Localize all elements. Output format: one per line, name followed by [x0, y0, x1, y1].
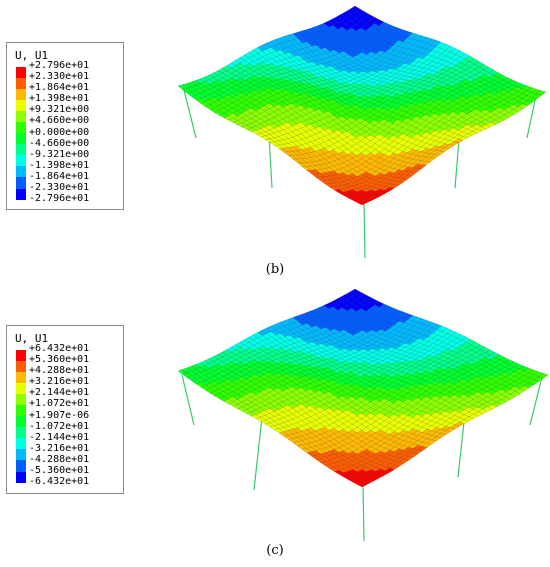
legend-title: U, U1	[15, 332, 49, 345]
legend-value: -3.216e+01	[29, 442, 90, 454]
legend-value: -2.144e+01	[29, 431, 90, 443]
legend-value: +2.796e+01	[29, 60, 90, 71]
legend-swatch	[16, 416, 26, 428]
legend-value: -4.660e+00	[29, 137, 90, 149]
legend-value: -2.330e+01	[29, 182, 90, 194]
legend-value: +5.360e+01	[29, 354, 90, 366]
legend-swatch	[16, 449, 26, 461]
legend-swatch	[16, 166, 26, 178]
panel-label: (c)	[266, 543, 284, 558]
panel-c: U, U1 +6.432e+01 +5.360e+01 +4.288e+01 +…	[0, 285, 550, 567]
legend-swatch	[16, 121, 26, 134]
mesh-element	[536, 90, 547, 96]
legend-value: -5.360e+01	[29, 465, 90, 477]
legend-value: +9.321e+00	[29, 104, 90, 116]
legend-swatch	[16, 188, 26, 200]
legend-swatch	[16, 155, 26, 167]
legend-value: -6.432e+01	[29, 476, 90, 488]
legend-value: +1.864e+01	[29, 82, 90, 94]
legend-value: +0.000e+00	[29, 126, 90, 138]
deformed-mesh-surface	[177, 5, 547, 259]
legend-swatch	[16, 99, 26, 111]
legend-swatch	[16, 460, 26, 472]
legend-swatch	[16, 66, 26, 78]
legend-value: -9.321e+00	[29, 148, 90, 160]
legend-swatch	[16, 77, 26, 89]
legend-swatch	[16, 382, 26, 394]
legend-swatch	[16, 360, 26, 372]
legend-swatch	[16, 110, 26, 122]
legend-swatch	[16, 133, 26, 145]
legend-value: +2.144e+01	[29, 387, 90, 399]
legend-value: +6.432e+01	[29, 343, 90, 354]
legend-value: +3.216e+01	[29, 376, 90, 388]
legend-swatch	[16, 438, 26, 450]
contour-legend: U, U1 +2.796e+01 +2.330e+01 +1.864e+01 +…	[6, 42, 124, 210]
legend-value: -4.288e+01	[29, 453, 90, 465]
legend-value: +4.660e+00	[29, 115, 90, 127]
legend-value: +4.288e+01	[29, 365, 90, 377]
legend-swatch	[16, 177, 26, 189]
legend-value: +1.072e+01	[29, 398, 90, 410]
legend-swatch	[16, 349, 26, 361]
legend-swatch	[16, 393, 26, 405]
panel-label: (b)	[265, 262, 285, 277]
legend-value: -1.398e+01	[29, 159, 90, 171]
legend-swatch	[16, 427, 26, 439]
legend-value: -1.072e+01	[29, 420, 90, 432]
panel-b: U, U1 +2.796e+01 +2.330e+01 +1.864e+01 +…	[6, 5, 547, 277]
legend-value: +2.330e+01	[29, 71, 90, 83]
mesh-contour-bands	[177, 288, 549, 488]
legend-value: -2.796e+01	[29, 193, 90, 205]
legend-swatch	[16, 471, 26, 483]
legend-swatch	[16, 88, 26, 100]
legend-value: +1.398e+01	[29, 93, 90, 105]
mesh-element	[538, 373, 549, 379]
legend-swatch	[16, 371, 26, 383]
legend-swatch	[16, 144, 26, 156]
deformed-mesh-surface	[177, 288, 549, 542]
legend-value: +1.907e-06	[29, 409, 90, 421]
contour-legend: U, U1 +6.432e+01 +5.360e+01 +4.288e+01 +…	[6, 325, 124, 494]
legend-swatch	[16, 404, 26, 417]
legend-value: -1.864e+01	[29, 170, 90, 182]
mesh-contour-bands	[177, 5, 547, 206]
legend-title: U, U1	[15, 49, 49, 62]
